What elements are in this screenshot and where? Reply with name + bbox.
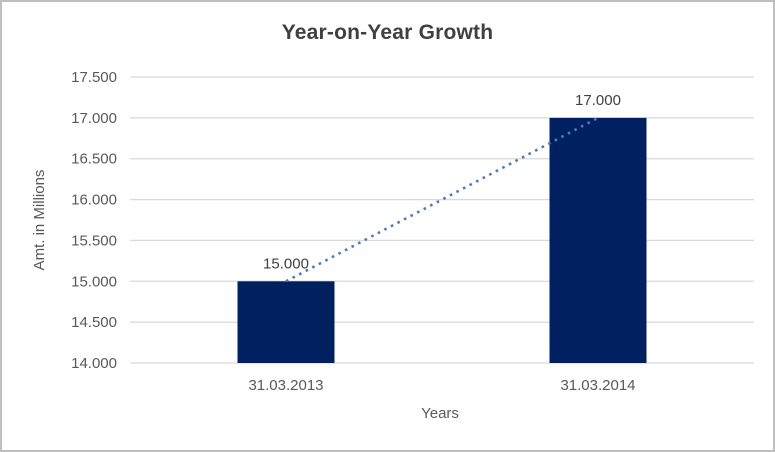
y-tick-label: 16.000 bbox=[71, 192, 117, 209]
y-tick-label: 16.500 bbox=[71, 151, 117, 168]
data-label: 17.000 bbox=[575, 92, 621, 109]
bar bbox=[549, 117, 647, 363]
x-tick-label: 31.03.2014 bbox=[560, 377, 635, 394]
x-tick-label: 31.03.2013 bbox=[248, 377, 323, 394]
x-axis-title: Years bbox=[421, 405, 459, 422]
chart-title: Year-on-Year Growth bbox=[281, 21, 494, 44]
y-tick-label: 17.500 bbox=[71, 69, 117, 86]
y-tick-label: 17.000 bbox=[71, 110, 117, 127]
y-tick-label: 14.500 bbox=[71, 314, 117, 331]
y-tick-label: 14.000 bbox=[71, 355, 117, 372]
bar bbox=[237, 281, 335, 363]
y-tick-label: 15.000 bbox=[71, 273, 117, 290]
y-tick-label: 15.500 bbox=[71, 232, 117, 249]
data-label: 15.000 bbox=[263, 255, 309, 272]
